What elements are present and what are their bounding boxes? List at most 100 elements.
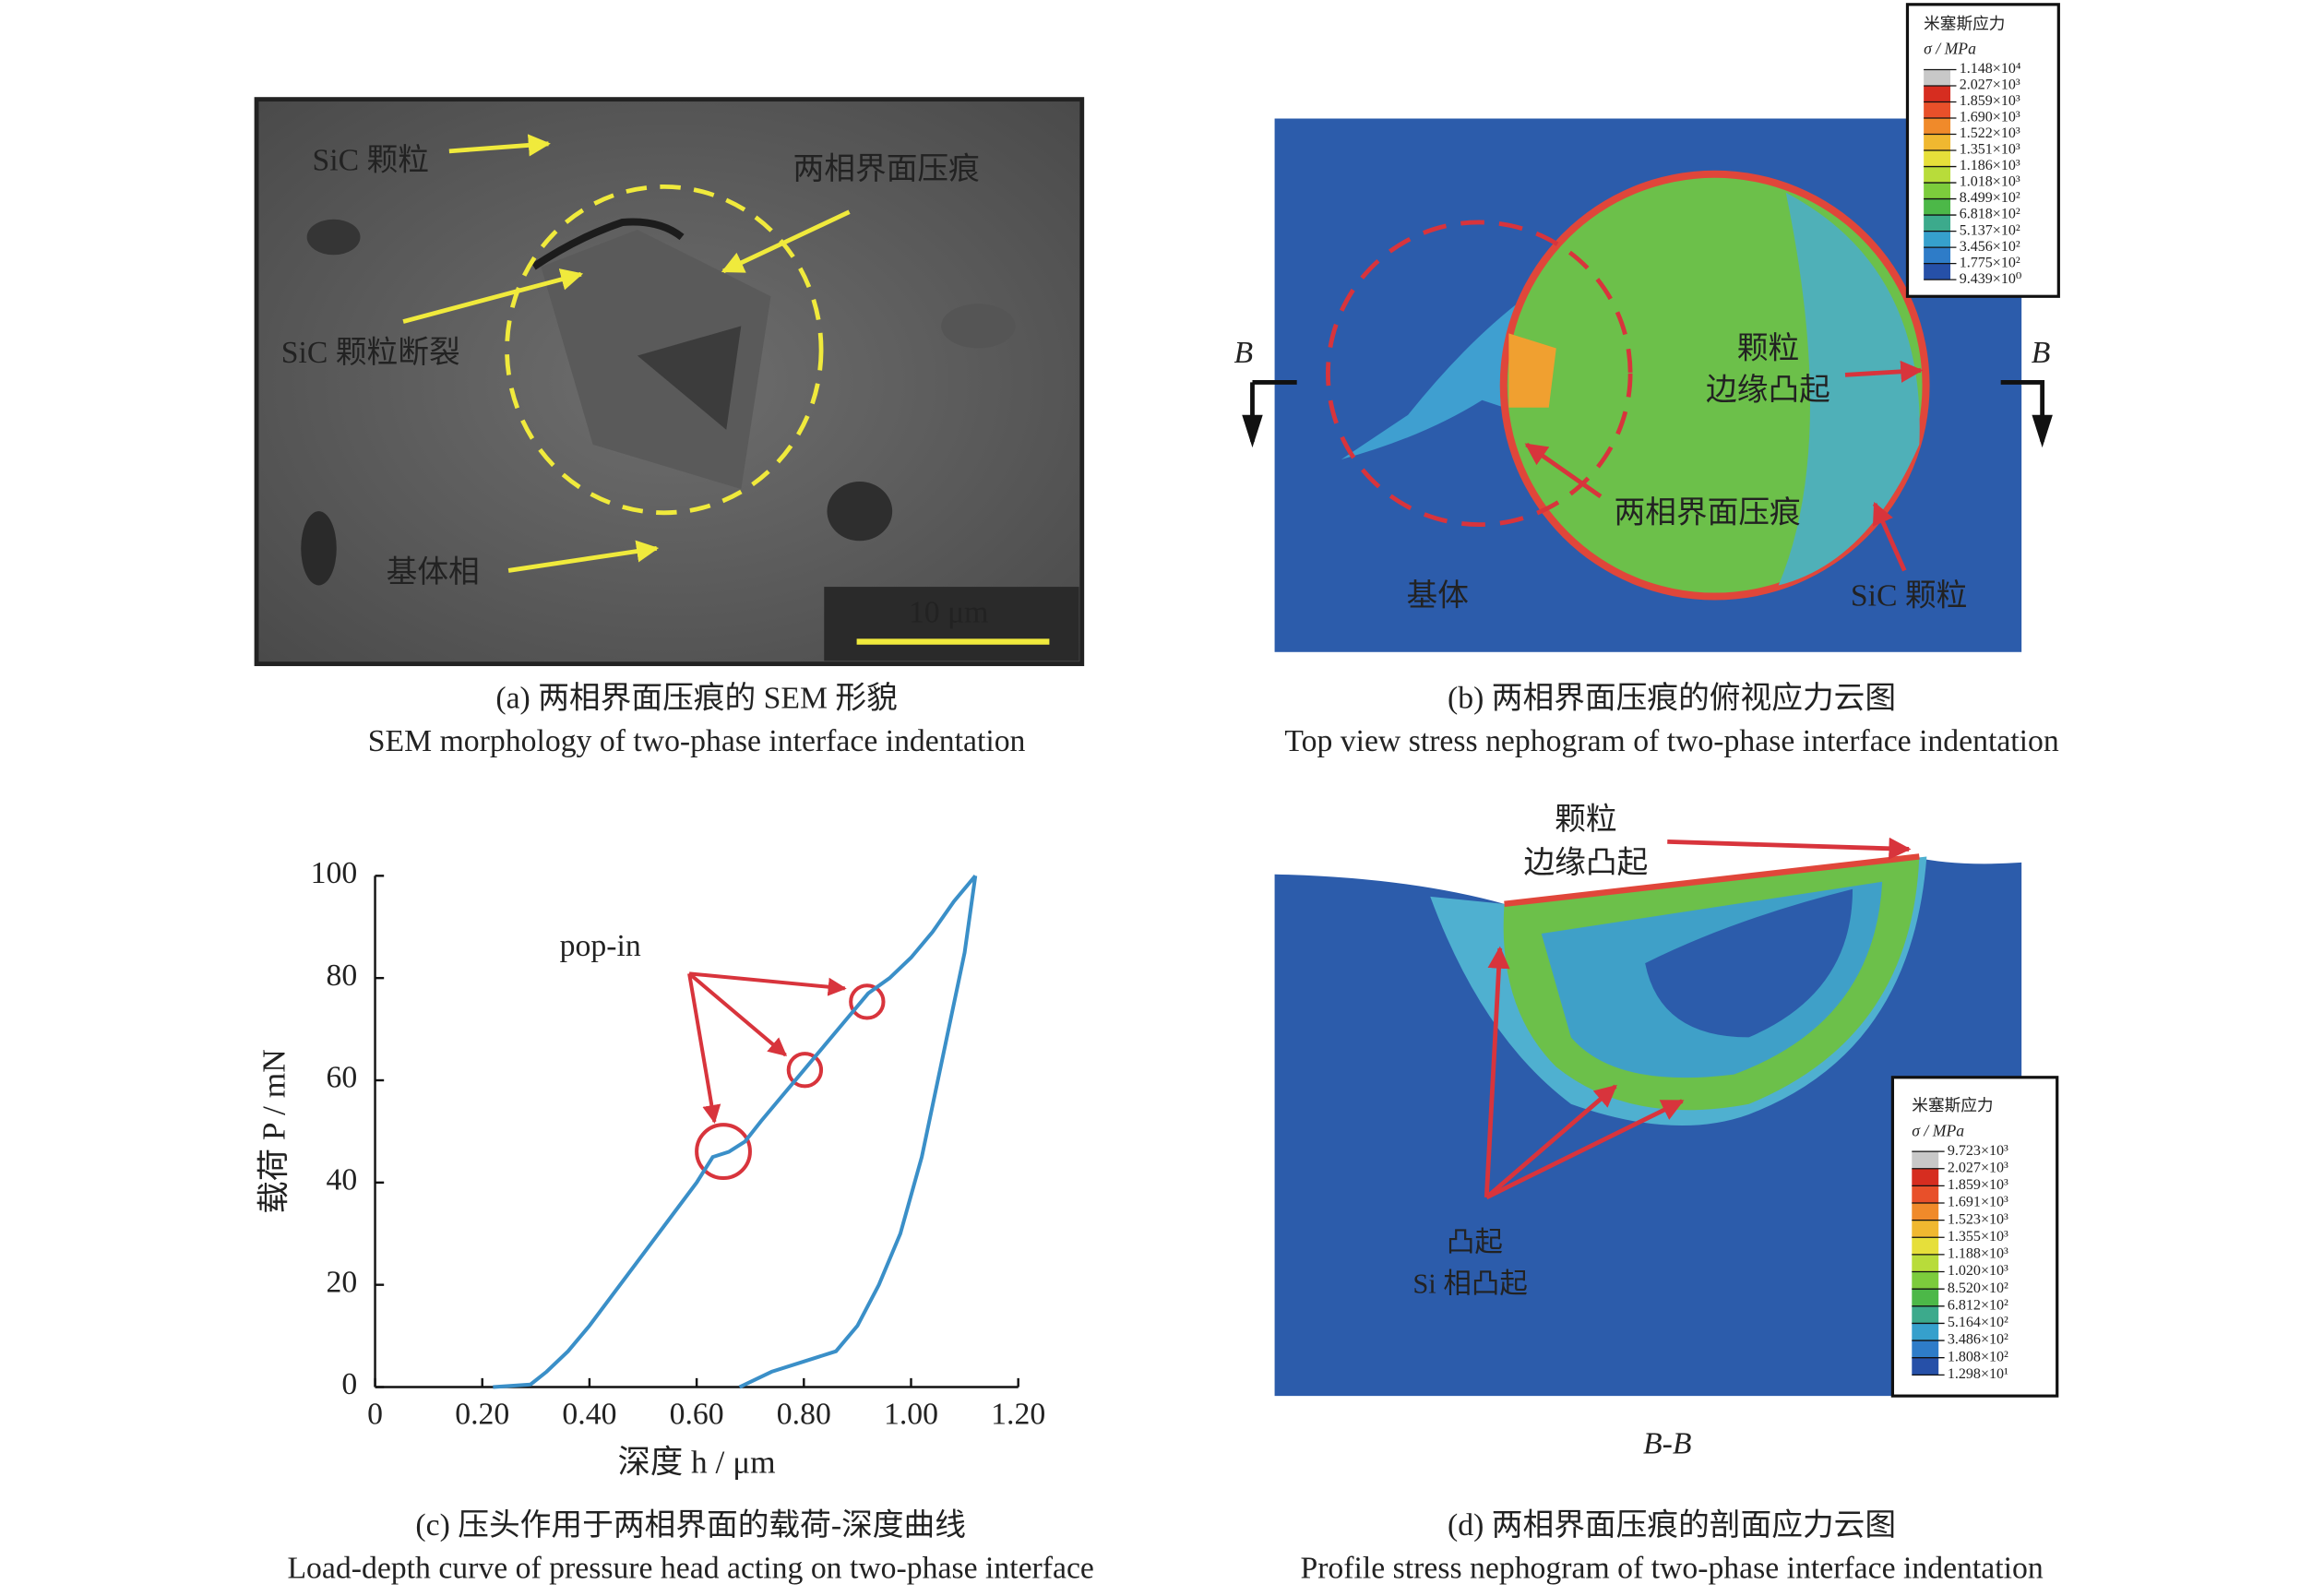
label: 基体 xyxy=(1407,578,1469,613)
y-tick-label: 80 xyxy=(327,959,358,993)
legend-swatch xyxy=(1924,247,1951,264)
y-tick-label: 100 xyxy=(311,856,358,890)
top-view-nephogram xyxy=(1242,3,2060,652)
legend-label: 9.723×10³ xyxy=(1948,1143,2008,1159)
legend-swatch xyxy=(1924,263,1951,280)
legend-swatch xyxy=(1912,1151,1939,1169)
legend-label: 3.486×10² xyxy=(1948,1332,2008,1348)
legend-title: σ / MPa xyxy=(1924,40,1976,58)
legend-title: σ / MPa xyxy=(1912,1121,1964,1139)
data-line xyxy=(738,875,978,1389)
legend-swatch xyxy=(1912,1323,1939,1341)
label: 颗粒 xyxy=(1555,802,1616,837)
y-tick-label: 60 xyxy=(327,1061,358,1095)
legend-swatch xyxy=(1912,1357,1939,1376)
legend-swatch xyxy=(1924,198,1951,216)
legend-label: 8.499×10² xyxy=(1960,190,2020,206)
label: 凸起 xyxy=(1447,1226,1503,1257)
legend-label: 1.148×10⁴ xyxy=(1960,61,2021,77)
legend-swatch xyxy=(1912,1340,1939,1358)
x-tick-label: 1.20 xyxy=(991,1397,1045,1431)
legend-label: 1.691×10³ xyxy=(1948,1195,2008,1210)
label: 基体相 xyxy=(387,554,480,590)
y-axis-label: 载荷 P / mN xyxy=(256,1049,292,1213)
legend-swatch xyxy=(1924,101,1951,119)
legend-label: 1.808×10² xyxy=(1948,1349,2008,1364)
legend-label: 9.439×10⁰ xyxy=(1960,271,2022,287)
legend-label: 1.020×10³ xyxy=(1948,1263,2008,1279)
label: 两相界面压痕 xyxy=(793,151,980,186)
legend-swatch xyxy=(1924,166,1951,184)
pop-in-markers xyxy=(687,971,886,1181)
legend-label: 1.690×10³ xyxy=(1960,110,2020,125)
profile-nephogram xyxy=(1274,837,2059,1398)
caption: (c) 压头作用于两相界面的载荷-深度曲线 xyxy=(415,1507,966,1542)
legend-swatch xyxy=(1924,69,1951,87)
caption: (a) 两相界面压痕的 SEM 形貌 xyxy=(495,681,898,716)
legend-title: 米塞斯应力 xyxy=(1912,1096,1993,1114)
legend-swatch xyxy=(1912,1220,1939,1238)
legend-swatch xyxy=(1912,1305,1939,1324)
legend-label: 1.298×10¹ xyxy=(1948,1366,2008,1382)
label: 两相界面压痕 xyxy=(1614,495,1800,530)
legend-label: 1.775×10² xyxy=(1960,255,2020,270)
legend-swatch xyxy=(1924,183,1951,199)
legend-label: 1.522×10³ xyxy=(1960,125,2020,141)
label: SiC 颗粒断裂 xyxy=(281,335,460,370)
legend-swatch xyxy=(1924,118,1951,135)
legend-swatch xyxy=(1924,150,1951,167)
label: 边缘凸起 xyxy=(1523,845,1648,880)
legend-label: 2.027×10³ xyxy=(1948,1160,2008,1175)
legend-swatch xyxy=(1912,1185,1939,1204)
caption: (b) 两相界面压痕的俯视应力云图 xyxy=(1448,681,1896,716)
label: SiC 颗粒 xyxy=(1851,578,1967,613)
legend-swatch xyxy=(1912,1289,1939,1306)
scale-bar-label: 10 μm xyxy=(909,595,988,629)
legend-label: 1.018×10³ xyxy=(1960,174,2020,190)
legend-label: 5.164×10² xyxy=(1948,1315,2008,1330)
legend-label: 1.355×10³ xyxy=(1948,1229,2008,1245)
legend-label: 6.818×10² xyxy=(1960,207,2020,222)
legend-label: 8.520×10² xyxy=(1948,1280,2008,1296)
section-label: B xyxy=(1234,336,1254,370)
legend-label: 3.456×10² xyxy=(1960,239,2020,255)
legend-swatch xyxy=(1912,1271,1939,1290)
legend-swatch xyxy=(1924,86,1951,102)
x-tick-label: 0.20 xyxy=(455,1397,509,1431)
x-tick-label: 0.80 xyxy=(777,1397,831,1431)
legend-label: 1.859×10³ xyxy=(1948,1177,2008,1193)
caption: Top view stress nephogram of two-phase i… xyxy=(1284,724,2059,758)
section-label: B-B xyxy=(1643,1426,1691,1460)
x-axis-label: 深度 h / μm xyxy=(618,1445,776,1481)
y-tick-label: 0 xyxy=(341,1367,357,1401)
legend-label: 6.812×10² xyxy=(1948,1297,2008,1313)
legend-swatch xyxy=(1912,1168,1939,1186)
label: SiC 颗粒 xyxy=(312,142,428,177)
label: 边缘凸起 xyxy=(1706,372,1830,407)
x-tick-label: 1.00 xyxy=(884,1397,938,1431)
legend-title: 米塞斯应力 xyxy=(1924,14,2005,32)
caption: Profile stress nephogram of two-phase in… xyxy=(1300,1551,2043,1585)
legend-swatch xyxy=(1924,215,1951,232)
legend-swatch xyxy=(1924,231,1951,248)
x-tick-label: 0.60 xyxy=(670,1397,724,1431)
legend-label: 1.186×10³ xyxy=(1960,158,2020,173)
x-tick-label: 0 xyxy=(367,1397,383,1431)
legend-swatch xyxy=(1912,1254,1939,1272)
label: Si 相凸起 xyxy=(1412,1268,1528,1299)
y-tick-label: 20 xyxy=(327,1265,358,1299)
y-tick-label: 40 xyxy=(327,1163,358,1197)
caption: Load-depth curve of pressure head acting… xyxy=(287,1551,1093,1585)
legend-label: 2.027×10³ xyxy=(1960,77,2020,93)
legend-label: 5.137×10² xyxy=(1960,222,2020,238)
caption: SEM morphology of two-phase interface in… xyxy=(368,724,1026,758)
sem-image xyxy=(254,97,1085,667)
legend-swatch xyxy=(1912,1237,1939,1255)
legend-label: 1.351×10³ xyxy=(1960,142,2020,158)
label: 颗粒 xyxy=(1737,330,1799,365)
section-label: B xyxy=(2032,336,2051,370)
legend-label: 1.523×10³ xyxy=(1948,1211,2008,1227)
data-line xyxy=(493,875,977,1389)
legend-swatch xyxy=(1912,1203,1939,1221)
